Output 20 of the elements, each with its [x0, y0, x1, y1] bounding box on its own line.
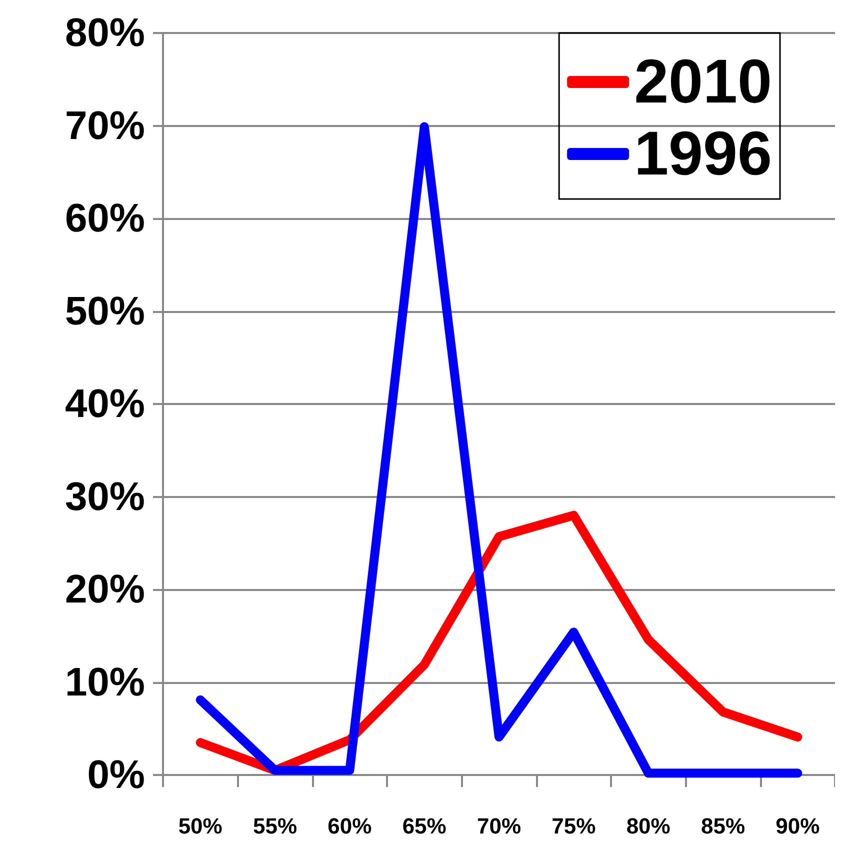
y-tick-label: 0%	[87, 753, 145, 797]
x-tick-label: 70%	[476, 814, 522, 838]
y-tick-label: 60%	[64, 196, 145, 240]
x-tick-label: 55%	[252, 814, 298, 838]
x-tick-label: 65%	[402, 814, 446, 838]
y-tick-label: 30%	[64, 474, 145, 519]
x-tick-label: 75%	[552, 814, 596, 838]
x-tick-label: 85%	[700, 814, 746, 838]
y-tick-label: 50%	[64, 289, 145, 334]
legend-label: 1996	[634, 120, 772, 188]
y-tick-label: 80%	[64, 11, 145, 55]
x-tick-label: 60%	[328, 814, 372, 838]
x-tick-label: 50%	[178, 814, 222, 838]
x-tick-label: 90%	[776, 814, 820, 838]
y-tick-label: 20%	[64, 568, 145, 612]
y-tick-label: 70%	[64, 104, 145, 148]
y-tick-label: 10%	[64, 660, 145, 704]
legend-label: 2010	[634, 48, 772, 116]
y-tick-label: 40%	[64, 382, 145, 426]
x-tick-label: 80%	[626, 814, 670, 838]
